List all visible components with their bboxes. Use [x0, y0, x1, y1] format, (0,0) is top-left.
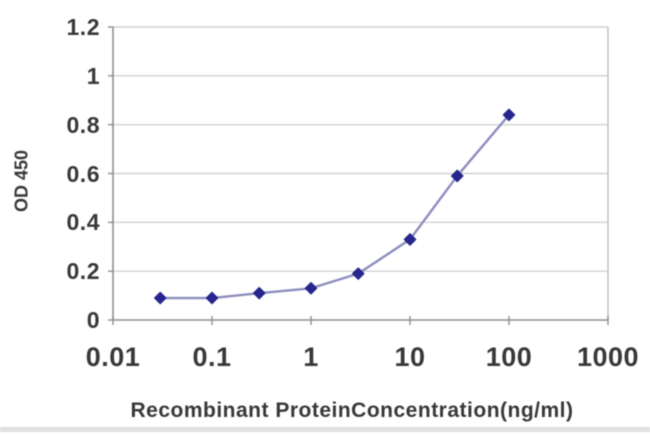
y-tick-label: 0.4 [66, 209, 100, 236]
x-axis-title: Recombinant ProteinConcentration(ng/ml) [130, 399, 574, 422]
data-point-marker [304, 282, 318, 295]
y-tick-label: 0.6 [66, 160, 100, 187]
y-tick-label: 1.2 [66, 14, 100, 40]
x-tick-label: 0.1 [192, 342, 232, 372]
bottom-border-strip [0, 427, 650, 432]
data-point-marker [205, 291, 219, 305]
data-point-marker [153, 291, 167, 305]
x-tick-label: 100 [485, 342, 533, 372]
y-tick-label: 0.8 [66, 111, 100, 138]
y-axis-title: OD 450 [11, 149, 32, 213]
data-point-marker [450, 169, 464, 183]
x-tick-label: 10 [394, 342, 426, 372]
x-tick-label: 1 [303, 342, 319, 372]
data-line [160, 114, 510, 300]
x-tick-label: 1000 [576, 342, 640, 372]
y-tick-label: 1 [86, 62, 100, 89]
data-point-marker [403, 233, 417, 246]
data-point-marker [502, 108, 516, 122]
y-tick-label: 0.2 [66, 258, 100, 285]
y-tick-label: 0 [86, 307, 100, 333]
data-point-marker [351, 267, 365, 280]
x-tick-label: 0.01 [85, 342, 141, 372]
data-point-marker [252, 286, 266, 300]
